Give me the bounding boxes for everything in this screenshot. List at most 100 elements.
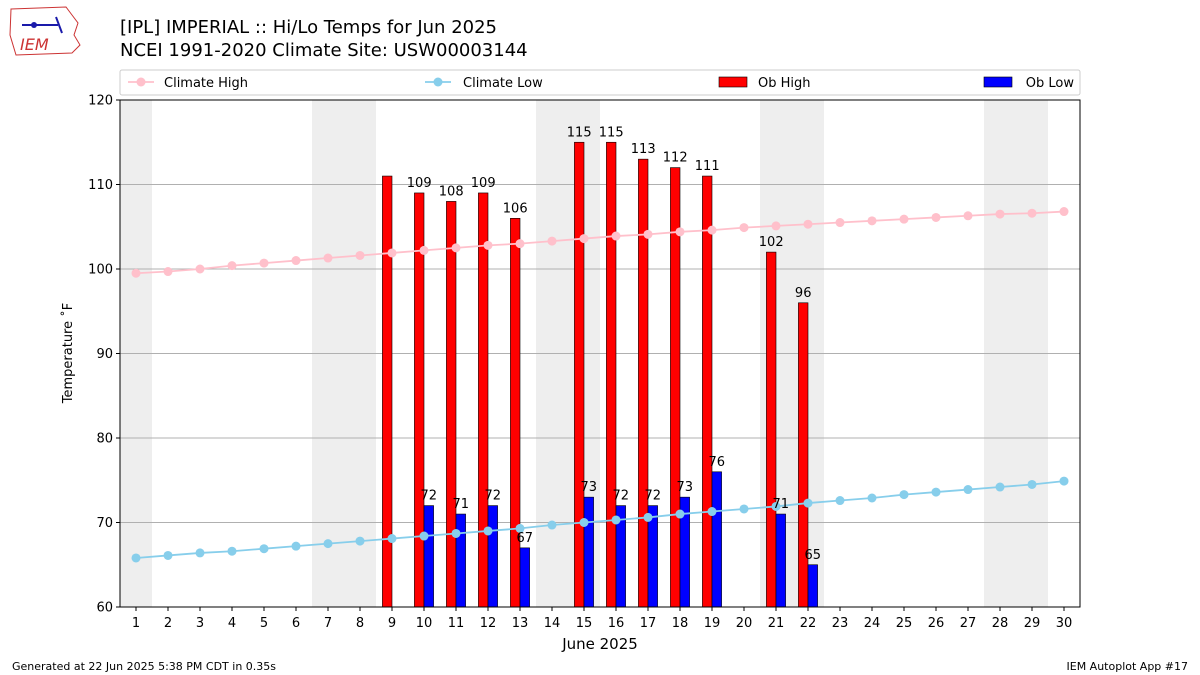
ob-high-label: 115 [599,125,624,140]
y-tick-label: 100 [88,263,113,278]
iem-logo: IEM [8,5,82,63]
ob-high-bar [510,218,521,608]
x-tick-label: 3 [196,616,204,631]
legend-label: Ob High [758,76,811,91]
climate-high-point [963,211,973,221]
x-tick-label: 19 [704,616,721,631]
chart-subtitle: NCEI 1991-2020 Climate Site: USW00003144 [120,40,528,61]
y-tick-label: 70 [96,516,113,531]
climate-low-point [611,515,621,525]
x-tick-label: 7 [324,616,332,631]
climate-low-point [1027,479,1037,489]
climate-low-point [195,548,205,558]
x-tick-label: 30 [1056,616,1073,631]
climate-low-point [739,504,749,514]
ob-low-bar [423,505,434,608]
ob-low-bar [583,496,594,608]
y-axis-label: Temperature ˚F [60,303,76,404]
ob-high-bar [446,201,457,608]
x-tick-label: 25 [896,616,913,631]
climate-high-point [195,264,205,274]
x-tick-label: 15 [576,616,593,631]
ob-low-label: 65 [805,548,822,563]
ob-high-label: 115 [567,125,592,140]
climate-high-line [135,210,1065,275]
ob-high-label: 113 [631,142,656,157]
climate-high-point [1059,207,1069,217]
ob-high-label: 109 [471,176,496,191]
x-tick-label: 6 [292,616,300,631]
climate-low-point [771,501,781,511]
ob-low-bar [455,513,466,608]
ob-low-label: 71 [453,497,470,512]
x-tick-label: 12 [480,616,497,631]
x-tick-label: 20 [736,616,753,631]
ob-low-label: 73 [677,480,694,495]
climate-high-point [579,234,589,244]
climate-low-point [547,520,557,530]
ob-low-label: 72 [613,489,630,504]
ob-low-bar [487,505,498,608]
climate-low-point [867,493,877,503]
app-note: IEM Autoplot App #17 [1066,660,1189,673]
x-tick-label: 17 [640,616,657,631]
x-tick-label: 8 [356,616,364,631]
climate-low-point [291,541,301,551]
climate-high-point [131,268,141,278]
climate-high-point [227,261,237,271]
ob-low-label: 72 [645,489,662,504]
climate-low-point [835,496,845,506]
ob-high-bar [702,175,713,608]
ob-low-label: 72 [421,489,438,504]
x-tick-label: 9 [388,616,396,631]
ob-high-bar [606,141,617,608]
climate-high-point [291,256,301,266]
ob-low-label: 73 [581,480,598,495]
climate-low-point [451,528,461,538]
climate-low-point [643,512,653,522]
ob-high-label: 102 [759,235,784,250]
ob-low-label: 67 [517,531,534,546]
x-tick-label: 26 [928,616,945,631]
climate-low-point [995,482,1005,492]
x-tick-label: 28 [992,616,1009,631]
climate-low-point [419,531,429,541]
climate-high-point [387,248,397,258]
climate-low-point [131,553,141,563]
climate-high-point [771,221,781,231]
climate-low-point [387,534,397,544]
climate-low-point [675,509,685,519]
climate-high-point [547,236,557,246]
ob-low-bar [775,513,786,608]
climate-high-point [259,258,269,268]
ob-high-bar [766,251,777,608]
ob-low-bar [519,547,530,608]
x-tick-label: 5 [260,616,268,631]
ob-low-bar [711,471,722,608]
ob-low-label: 76 [709,455,726,470]
x-tick-label: 14 [544,616,561,631]
ob-high-label: 106 [503,201,528,216]
x-tick-label: 21 [768,616,785,631]
climate-low-point [579,518,589,527]
x-tick-label: 11 [448,616,465,631]
legend-label: Ob Low [1026,76,1075,91]
climate-high-point [515,239,525,249]
x-tick-label: 10 [416,616,433,631]
climate-low-point [227,546,237,556]
y-tick-label: 80 [96,432,113,447]
y-tick-label: 110 [88,178,113,193]
climate-low-point [515,523,525,533]
x-tick-label: 16 [608,616,625,631]
climate-high-point [483,240,493,250]
climate-high-point [1027,208,1037,218]
climate-low-point [355,536,365,546]
ob-low-label: 71 [773,497,790,512]
climate-high-point [899,214,909,224]
x-tick-label: 4 [228,616,236,631]
x-tick-label: 18 [672,616,689,631]
x-tick-label: 13 [512,616,529,631]
climate-high-point [611,231,621,241]
x-tick-label: 24 [864,616,881,631]
